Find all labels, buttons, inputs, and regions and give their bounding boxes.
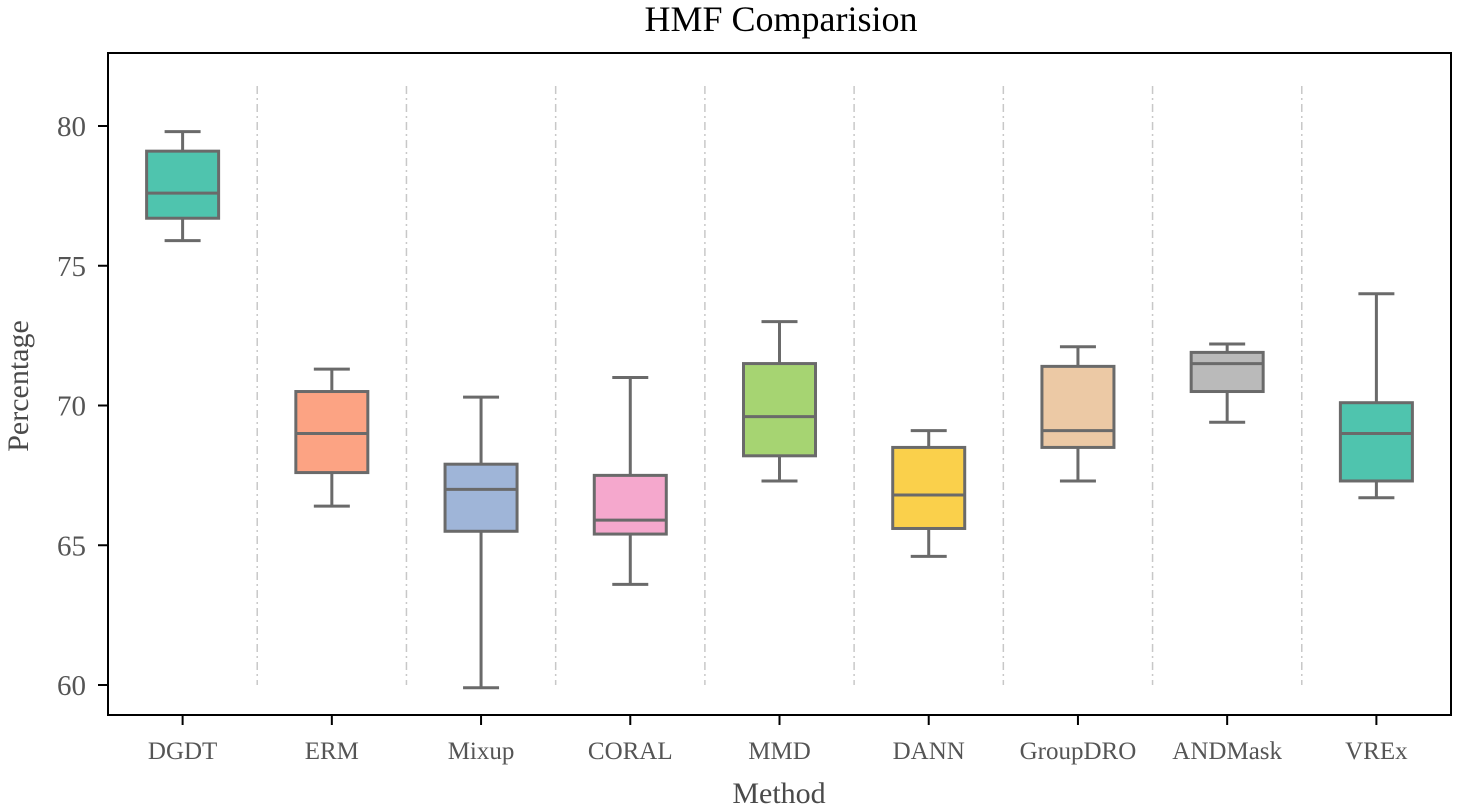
category-separators <box>256 86 1303 685</box>
box-body <box>145 149 221 220</box>
x-axis-ticks: DGDT ERM Mixup CORAL MMD DANN GroupDRO ANDMask V… <box>148 715 1408 765</box>
box-series <box>145 130 1414 690</box>
box-body <box>592 473 668 536</box>
y-tick-label: 80 <box>57 111 86 143</box>
y-tick-label: 70 <box>57 391 86 423</box>
box-body <box>1189 350 1265 394</box>
box-coral <box>592 376 668 586</box>
box-dgdt <box>145 130 221 243</box>
x-tick-label: DGDT <box>148 738 217 765</box>
box-andmask <box>1189 342 1265 424</box>
box-body <box>1338 401 1414 483</box>
x-axis-label: Method <box>732 777 825 808</box>
box-groupdro <box>1040 345 1116 483</box>
box-body <box>891 445 967 530</box>
box-vrex <box>1338 292 1414 500</box>
box-mmd <box>742 320 817 483</box>
y-axis-ticks: 60 65 70 75 80 <box>57 111 108 702</box>
x-tick-label: DANN <box>893 738 965 765</box>
y-axis-label: Percentage <box>2 320 35 452</box>
box-dann <box>891 429 967 558</box>
x-tick-label: MMD <box>748 738 811 765</box>
chart-title: HMF Comparision <box>644 0 917 39</box>
y-tick-label: 65 <box>57 530 86 562</box>
x-tick-label: Mixup <box>448 738 515 765</box>
x-tick-label: VREx <box>1345 738 1408 765</box>
x-tick-label: ANDMask <box>1172 738 1282 765</box>
box-erm <box>294 367 370 508</box>
box-body <box>1040 364 1116 449</box>
x-tick-label: ERM <box>305 738 359 765</box>
box-body <box>443 462 519 533</box>
box-body <box>742 362 817 458</box>
plot-frame <box>107 52 1452 716</box>
x-tick-label: GroupDRO <box>1020 738 1137 765</box>
x-tick-label: CORAL <box>588 738 673 765</box>
y-tick-label: 75 <box>57 251 86 283</box>
y-tick-label: 60 <box>57 670 86 702</box>
box-mixup <box>443 395 519 690</box>
